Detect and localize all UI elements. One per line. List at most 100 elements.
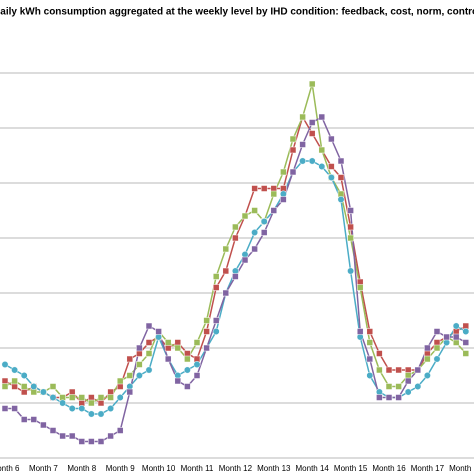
- data-point: [251, 207, 258, 214]
- data-point: [20, 372, 28, 379]
- data-point: [232, 223, 239, 231]
- data-point: [347, 223, 354, 231]
- data-point: [452, 333, 460, 341]
- data-point: [433, 355, 441, 363]
- data-point: [68, 388, 76, 396]
- data-point: [11, 366, 19, 374]
- data-point: [366, 372, 374, 379]
- series-line: [4, 160, 467, 415]
- x-tick-label: Month 11: [181, 464, 214, 473]
- data-point: [241, 251, 249, 258]
- data-point: [11, 405, 18, 412]
- data-point: [251, 229, 259, 236]
- data-point: [279, 190, 287, 198]
- data-point: [155, 328, 162, 335]
- data-point: [193, 361, 201, 368]
- x-tick-label: Month 9: [106, 464, 135, 473]
- data-point: [318, 113, 326, 121]
- data-point: [337, 157, 345, 165]
- data-point: [212, 317, 220, 324]
- data-point: [116, 377, 124, 385]
- data-point: [414, 366, 422, 374]
- data-point: [212, 284, 220, 291]
- data-point: [289, 168, 297, 176]
- data-point: [88, 399, 95, 407]
- data-point: [30, 416, 38, 423]
- data-point: [395, 383, 402, 390]
- data-point: [251, 245, 258, 253]
- data-point: [184, 383, 191, 390]
- data-point: [232, 234, 239, 242]
- x-tick-label: Month 6: [0, 464, 20, 473]
- data-point: [404, 388, 412, 396]
- data-point: [443, 339, 451, 346]
- data-point: [87, 410, 95, 418]
- data-point: [347, 234, 354, 242]
- x-tick-label: Month 8: [67, 464, 96, 473]
- x-tick-label: Month 13: [257, 464, 291, 473]
- data-point: [376, 394, 383, 401]
- data-point: [462, 328, 470, 335]
- data-point: [174, 344, 182, 352]
- data-point: [212, 328, 220, 335]
- data-point: [183, 366, 191, 374]
- data-point: [462, 339, 470, 346]
- data-point: [116, 394, 124, 401]
- data-point: [78, 394, 86, 401]
- data-point: [327, 174, 335, 181]
- data-point: [366, 328, 374, 335]
- data-point: [164, 355, 172, 363]
- x-tick-label: Month 7: [29, 464, 58, 473]
- data-point: [318, 146, 326, 154]
- data-point: [136, 361, 143, 368]
- data-point: [184, 350, 191, 357]
- data-point: [356, 328, 364, 335]
- data-point: [280, 196, 287, 203]
- data-point: [203, 328, 210, 335]
- data-point: [328, 163, 335, 170]
- data-point: [289, 135, 297, 143]
- data-point: [404, 377, 412, 385]
- data-point: [30, 383, 38, 390]
- data-point: [222, 289, 230, 297]
- data-point: [433, 339, 441, 346]
- data-point: [308, 157, 316, 165]
- data-point: [78, 438, 86, 445]
- data-point: [356, 278, 364, 286]
- data-point: [49, 394, 57, 401]
- data-point: [395, 394, 402, 401]
- data-point: [414, 383, 422, 390]
- data-point: [289, 146, 297, 154]
- data-point: [385, 366, 393, 374]
- data-point: [116, 427, 124, 434]
- data-point: [40, 421, 47, 429]
- data-point: [164, 339, 172, 346]
- data-point: [280, 168, 287, 176]
- data-point: [356, 284, 364, 291]
- data-point: [107, 388, 114, 396]
- data-point: [443, 333, 450, 341]
- data-point: [328, 135, 335, 143]
- data-point: [126, 355, 134, 363]
- data-point: [145, 366, 153, 374]
- data-point: [68, 405, 76, 412]
- data-point: [193, 372, 201, 379]
- data-point: [49, 383, 57, 390]
- data-point: [164, 344, 172, 352]
- data-point: [11, 377, 18, 385]
- data-point: [1, 377, 9, 385]
- data-point: [260, 218, 268, 225]
- data-point: [68, 432, 76, 440]
- data-point: [231, 267, 239, 275]
- data-point: [222, 245, 230, 253]
- data-point: [107, 432, 114, 440]
- data-point: [174, 377, 182, 385]
- data-point: [308, 119, 316, 126]
- data-point: [375, 388, 383, 396]
- x-tick-label: Month 14: [296, 464, 330, 473]
- data-point: [20, 416, 28, 423]
- data-point: [270, 190, 278, 198]
- data-point: [39, 388, 47, 396]
- series-line: [4, 115, 467, 404]
- data-point: [299, 113, 306, 121]
